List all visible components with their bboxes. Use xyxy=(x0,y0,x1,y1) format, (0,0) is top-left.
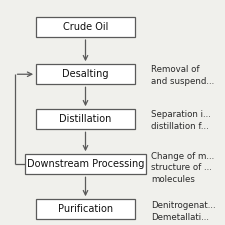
Text: Removal of
and suspend...: Removal of and suspend... xyxy=(151,65,214,86)
Text: Desalting: Desalting xyxy=(62,69,109,79)
Text: Distillation: Distillation xyxy=(59,114,112,124)
Text: Purification: Purification xyxy=(58,204,113,214)
Bar xyxy=(25,154,146,174)
Bar xyxy=(36,17,135,37)
Text: Downstream Processing: Downstream Processing xyxy=(27,159,144,169)
Text: Crude Oil: Crude Oil xyxy=(63,22,108,32)
Text: Separation i...
distillation f...: Separation i... distillation f... xyxy=(151,110,211,130)
Bar xyxy=(36,199,135,219)
Text: Denitrogenat...
Demetallati...: Denitrogenat... Demetallati... xyxy=(151,201,215,222)
Text: Change of m...
structure of ...
molecules: Change of m... structure of ... molecule… xyxy=(151,152,214,184)
Bar xyxy=(36,109,135,129)
Bar xyxy=(36,64,135,84)
